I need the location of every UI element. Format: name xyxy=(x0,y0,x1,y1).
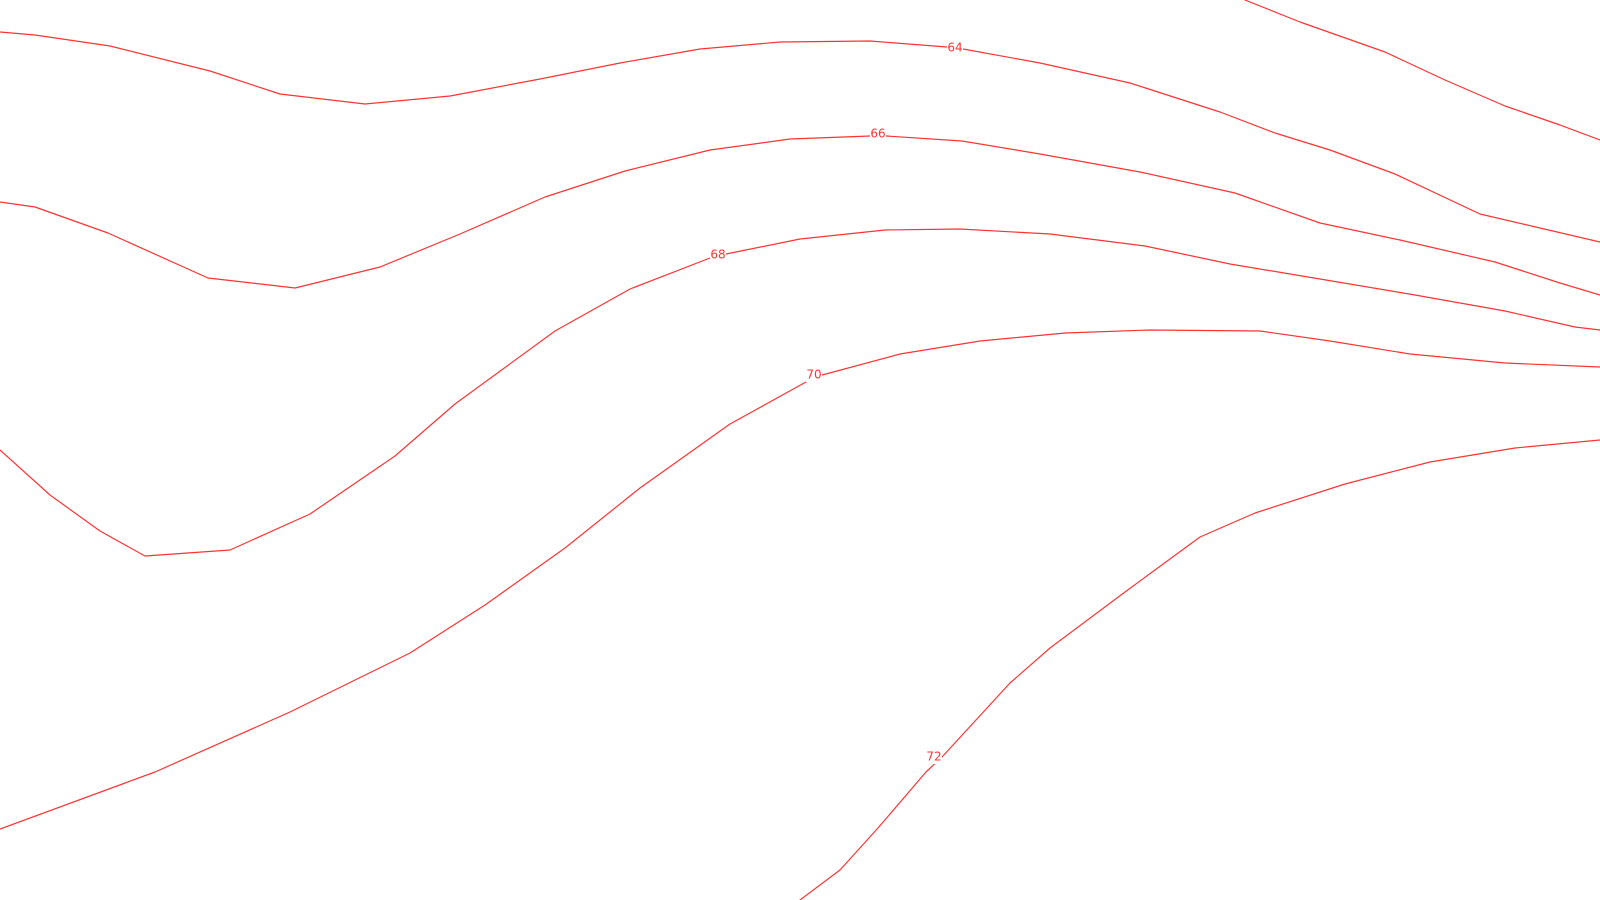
contour-line-64 xyxy=(0,31,1600,243)
contour-label-70-text: 70 xyxy=(806,368,821,382)
contour-label-72-text: 72 xyxy=(926,750,941,764)
contour-label-64: 64 xyxy=(947,41,963,55)
contour-label-68-text: 68 xyxy=(710,248,725,262)
contour-line-66 xyxy=(0,135,1600,296)
contour-label-68: 68 xyxy=(710,248,726,262)
contour-labels: 64 66 68 70 72 xyxy=(710,41,963,764)
contour-line-72 xyxy=(799,439,1600,900)
contour-line-top-right-edge xyxy=(1244,0,1600,141)
contour-label-66: 66 xyxy=(870,127,886,141)
contour-line-70 xyxy=(0,329,1600,830)
contour-label-70: 70 xyxy=(806,368,822,382)
contour-label-64-text: 64 xyxy=(947,41,962,55)
contour-line-68 xyxy=(0,228,1600,557)
contour-label-66-text: 66 xyxy=(870,127,885,141)
contour-label-72: 72 xyxy=(926,750,942,764)
